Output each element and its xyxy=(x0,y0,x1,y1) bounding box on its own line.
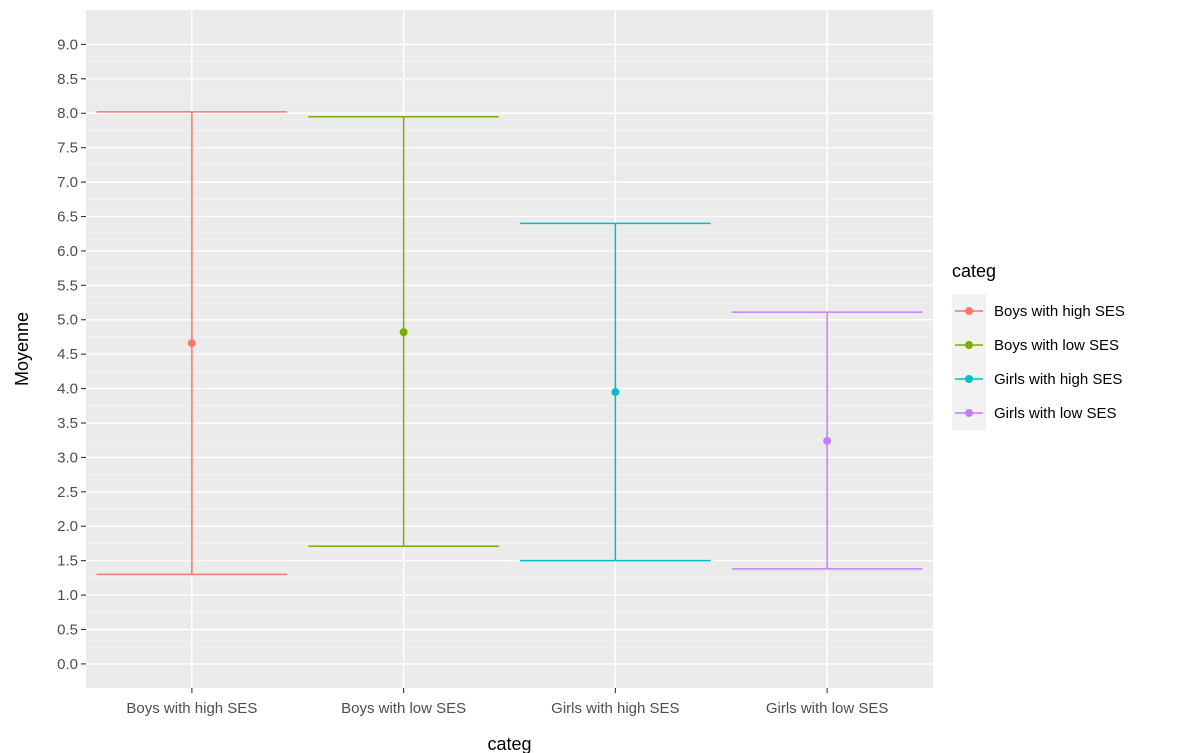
y-tick-label: 0.0 xyxy=(57,656,78,673)
y-tick-label: 1.0 xyxy=(57,587,78,604)
x-tick-label: Boys with high SES xyxy=(126,700,257,717)
y-tick-label: 6.5 xyxy=(57,208,78,225)
legend-key-point xyxy=(965,307,973,315)
legend-key-point xyxy=(965,341,973,349)
y-tick-label: 7.0 xyxy=(57,174,78,191)
y-axis-title: Moyenne xyxy=(12,312,32,386)
legend-label: Girls with high SES xyxy=(994,371,1122,388)
x-tick-label: Girls with low SES xyxy=(766,700,889,717)
legend: categ Boys with high SES Boys with low SE… xyxy=(952,261,1125,430)
legend-item: Boys with high SES xyxy=(952,294,1125,328)
mean-point xyxy=(611,388,620,397)
y-tick-label: 0.5 xyxy=(57,621,78,638)
legend-item: Boys with low SES xyxy=(952,328,1119,362)
x-axis-ticks: Boys with high SES Boys with low SES Girls… xyxy=(126,688,888,717)
y-tick-label: 4.5 xyxy=(57,346,78,363)
y-tick-label: 4.0 xyxy=(57,381,78,398)
legend-item: Girls with high SES xyxy=(952,362,1122,396)
minor-gridlines xyxy=(86,61,933,648)
y-tick-label: 8.0 xyxy=(57,105,78,122)
legend-key-point xyxy=(965,409,973,417)
y-axis-ticks: 0.0 0.5 1.0 1.5 2.0 2.5 3.0 3.5 4.0 4.5 5.0 5.5 6.0 6… xyxy=(57,36,86,673)
x-tick-label: Girls with high SES xyxy=(551,700,679,717)
mean-point xyxy=(187,339,196,348)
y-tick-label: 3.0 xyxy=(57,449,78,466)
mean-points xyxy=(187,328,832,445)
legend-title: categ xyxy=(952,261,996,281)
y-tick-label: 8.5 xyxy=(57,71,78,88)
y-tick-label: 6.0 xyxy=(57,243,78,260)
y-tick-label: 2.5 xyxy=(57,484,78,501)
legend-item: Girls with low SES xyxy=(952,396,1117,430)
mean-point xyxy=(823,436,832,445)
y-tick-label: 5.5 xyxy=(57,277,78,294)
y-tick-label: 1.5 xyxy=(57,553,78,570)
y-tick-label: 9.0 xyxy=(57,36,78,53)
x-tick-label: Boys with low SES xyxy=(341,700,466,717)
legend-label: Boys with high SES xyxy=(994,303,1125,320)
y-tick-label: 2.0 xyxy=(57,518,78,535)
x-axis-title: categ xyxy=(487,734,531,753)
legend-key-point xyxy=(965,375,973,383)
y-tick-label: 7.5 xyxy=(57,140,78,157)
mean-point xyxy=(399,328,408,337)
legend-label: Girls with low SES xyxy=(994,405,1117,422)
y-tick-label: 5.0 xyxy=(57,312,78,329)
y-tick-label: 3.5 xyxy=(57,415,78,432)
legend-label: Boys with low SES xyxy=(994,337,1119,354)
